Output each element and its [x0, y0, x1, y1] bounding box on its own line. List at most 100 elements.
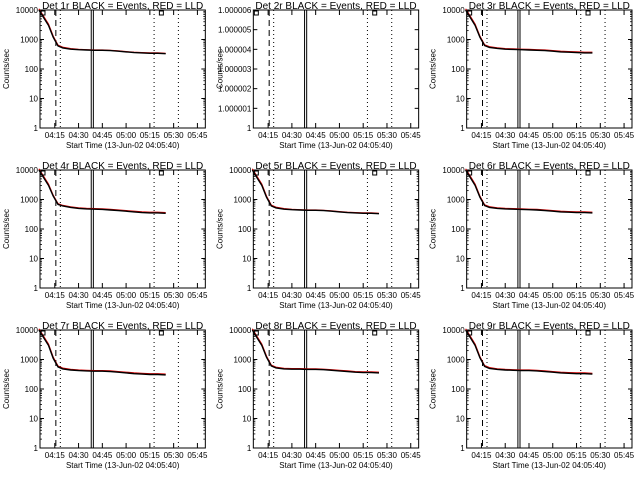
x-tick-label: 05:15: [567, 451, 588, 460]
y-tick-label: 1.000006: [218, 6, 252, 15]
y-tick-label: 10: [242, 415, 251, 424]
y-tick-label: 1000: [234, 196, 252, 205]
x-tick-label: 05:00: [116, 291, 137, 300]
x-tick-label: 05:00: [543, 451, 564, 460]
x-axis-label: Start Time (13-Jun-02 04:05:40): [493, 461, 607, 470]
x-tick-label: 05:15: [140, 451, 161, 460]
panel-title: Det 7r BLACK = Events, RED = LLD: [42, 321, 203, 332]
y-tick-label: 1.000003: [218, 65, 252, 74]
y-tick-label: 1: [34, 444, 39, 453]
series-events-line: [465, 329, 593, 375]
series-events-line: [38, 169, 166, 214]
panel-title: Det 3r BLACK = Events, RED = LLD: [469, 1, 630, 12]
x-axis-label: Start Time (13-Jun-02 04:05:40): [66, 461, 180, 470]
x-tick-label: 04:45: [306, 451, 327, 460]
series-events-line: [465, 9, 593, 54]
x-tick-label: 05:45: [187, 131, 208, 140]
panel-title: Det 5r BLACK = Events, RED = LLD: [255, 161, 416, 172]
y-tick-label: 100: [25, 65, 39, 74]
x-tick-label: 05:00: [543, 131, 564, 140]
y-tick-label: 1: [247, 444, 252, 453]
y-tick-label: 1: [247, 284, 252, 293]
corner-marker: [372, 10, 378, 16]
panel-title: Det 9r BLACK = Events, RED = LLD: [469, 321, 630, 332]
y-tick-label: 10000: [16, 166, 39, 175]
panel-det-1: Det 1r BLACK = Events, RED = LLD 1 10 100 10…: [2, 1, 208, 150]
x-tick-label: 05:45: [401, 131, 422, 140]
panel-det-3: Det 3r BLACK = Events, RED = LLD 1 10 100 10…: [429, 1, 635, 150]
corner-marker: [467, 10, 473, 16]
y-tick-label: 100: [238, 385, 252, 394]
x-tick-label: 04:15: [258, 291, 279, 300]
x-tick-label: 05:15: [353, 291, 374, 300]
x-tick-label: 04:45: [92, 131, 113, 140]
x-tick-label: 04:30: [282, 131, 303, 140]
y-tick-label: 1: [460, 444, 465, 453]
corner-marker: [40, 10, 46, 16]
x-axis-label: Start Time (13-Jun-02 04:05:40): [493, 301, 607, 310]
y-tick-label: 1.000005: [218, 26, 252, 35]
y-axis-label: Counts/sec: [429, 369, 438, 409]
corner-marker: [585, 170, 591, 176]
x-tick-label: 05:45: [614, 131, 635, 140]
corner-marker: [158, 330, 164, 336]
corner-marker: [372, 330, 378, 336]
y-tick-label: 10: [456, 255, 465, 264]
y-tick-label: 1: [460, 284, 465, 293]
x-tick-label: 04:30: [495, 451, 516, 460]
panel-title: Det 8r BLACK = Events, RED = LLD: [255, 321, 416, 332]
x-tick-label: 05:00: [329, 131, 350, 140]
corner-marker: [253, 170, 259, 176]
plot-frame: [466, 169, 633, 289]
y-tick-label: 1000: [447, 356, 465, 365]
x-tick-label: 04:15: [258, 131, 279, 140]
x-tick-label: 04:15: [45, 131, 66, 140]
y-tick-label: 10000: [16, 6, 39, 15]
x-axis-label: Start Time (13-Jun-02 04:05:40): [493, 141, 607, 150]
y-tick-label: 1: [34, 284, 39, 293]
x-tick-label: 04:15: [45, 291, 66, 300]
y-tick-label: 100: [238, 225, 252, 234]
x-tick-label: 04:45: [519, 451, 540, 460]
x-tick-label: 04:45: [92, 451, 113, 460]
x-tick-label: 05:45: [401, 291, 422, 300]
x-tick-label: 04:30: [69, 291, 90, 300]
x-tick-label: 05:30: [590, 451, 611, 460]
x-tick-label: 04:45: [92, 291, 113, 300]
corner-marker: [158, 10, 164, 16]
corner-marker: [372, 170, 378, 176]
series-events-line: [38, 329, 166, 376]
y-tick-label: 10: [29, 255, 38, 264]
plot-frame: [252, 329, 420, 449]
x-tick-label: 05:45: [187, 451, 208, 460]
x-axis-label: Start Time (13-Jun-02 04:05:40): [279, 141, 393, 150]
panel-title: Det 6r BLACK = Events, RED = LLD: [469, 161, 630, 172]
corner-marker: [253, 330, 259, 336]
panel-det-7: Det 7r BLACK = Events, RED = LLD 1 10 100 10…: [2, 321, 208, 470]
corner-marker: [585, 10, 591, 16]
y-tick-label: 10000: [16, 326, 39, 335]
panel-det-2: Det 2r BLACK = Events, RED = LLD 1 1.00000…: [215, 1, 421, 150]
plot-frame: [466, 329, 633, 449]
y-tick-label: 1000: [447, 36, 465, 45]
y-tick-label: 1: [34, 124, 39, 133]
y-tick-label: 100: [25, 385, 39, 394]
y-tick-label: 1000: [20, 36, 38, 45]
y-tick-label: 10000: [442, 166, 465, 175]
x-tick-label: 05:15: [567, 291, 588, 300]
plot-frame: [466, 9, 633, 129]
corner-marker: [467, 170, 473, 176]
x-tick-label: 04:45: [519, 291, 540, 300]
y-axis-label: Counts/sec: [215, 49, 224, 89]
x-tick-label: 05:00: [116, 131, 137, 140]
x-axis-label: Start Time (13-Jun-02 04:05:40): [279, 461, 393, 470]
x-axis-label: Start Time (13-Jun-02 04:05:40): [279, 301, 393, 310]
y-tick-label: 10: [29, 415, 38, 424]
corner-marker: [40, 330, 46, 336]
x-tick-label: 04:15: [45, 451, 66, 460]
x-axis-label: Start Time (13-Jun-02 04:05:40): [66, 141, 180, 150]
y-axis-label: Counts/sec: [429, 209, 438, 249]
y-tick-label: 10: [456, 415, 465, 424]
y-tick-label: 1.000001: [218, 104, 252, 113]
